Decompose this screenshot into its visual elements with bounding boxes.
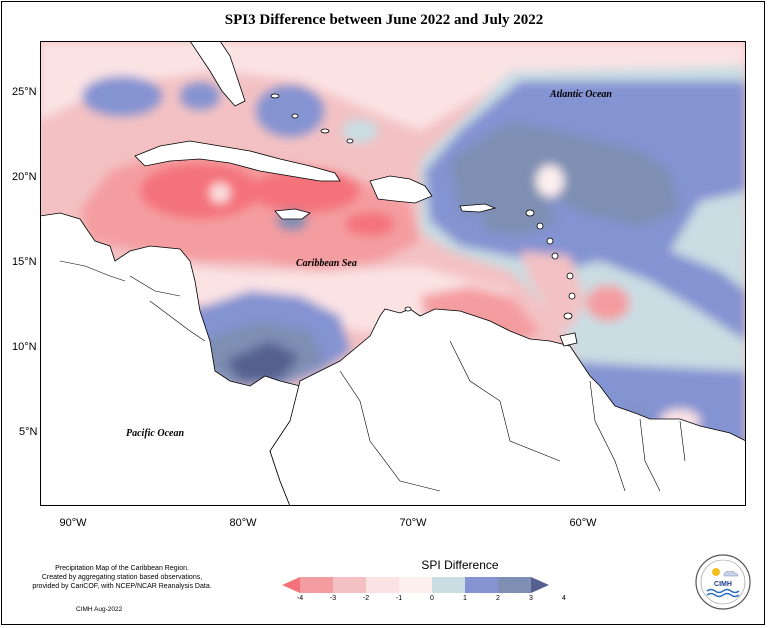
legend-tick-label: 4 <box>562 595 566 602</box>
label-caribbean-sea: Caribbean Sea <box>296 258 357 269</box>
legend-swatch <box>399 577 432 593</box>
legend-swatch <box>300 577 333 593</box>
spi-difference-map <box>40 41 746 506</box>
lat-tick-15n: 15°N <box>12 256 37 268</box>
legend-colorbar <box>282 577 549 593</box>
lat-tick-10n: 10°N <box>12 341 37 353</box>
land-masses <box>40 41 746 506</box>
legend-tick-label: 0 <box>430 595 434 602</box>
legend-swatch <box>465 577 498 593</box>
footer-note: Precipitation Map of the Caribbean Regio… <box>12 564 232 591</box>
legend-arrow-low <box>282 577 300 593</box>
map-panel <box>40 41 746 506</box>
legend-tick-label: -4 <box>296 595 304 602</box>
legend-tick-label: 1 <box>463 595 467 602</box>
legend-tick-label: -3 <box>329 595 337 602</box>
lat-tick-20n: 20°N <box>12 171 37 183</box>
logo-lettering: CIMH <box>714 581 732 588</box>
footer-note-line-3: provided by CariCOF, with NCEP/NCAR Rean… <box>32 583 212 590</box>
legend-tick-label: -1 <box>395 595 403 602</box>
legend-title: SPI Difference <box>421 558 499 572</box>
footer-note-line-1: Precipitation Map of the Caribbean Regio… <box>55 565 189 572</box>
lon-tick-90w: 90°W <box>59 517 87 529</box>
legend-swatch <box>498 577 531 593</box>
lon-tick-70w: 70°W <box>399 517 427 529</box>
legend-swatch <box>366 577 399 593</box>
map-title: SPI3 Difference between June 2022 and Ju… <box>224 12 544 28</box>
map-border <box>40 41 746 506</box>
lon-tick-60w: 60°W <box>569 517 597 529</box>
legend-arrow-high <box>531 577 549 593</box>
legend-tick-label: 3 <box>529 595 533 602</box>
legend-swatch <box>432 577 465 593</box>
legend-swatch <box>333 577 366 593</box>
label-pacific-ocean: Pacific Ocean <box>126 428 185 439</box>
cimh-logo: CIMH <box>695 554 751 610</box>
lon-tick-80w: 80°W <box>229 517 257 529</box>
footer-note-line-2: Created by aggregating station based obs… <box>41 574 203 581</box>
lat-tick-25n: 25°N <box>12 86 37 98</box>
legend-tick-label: 2 <box>496 595 500 602</box>
legend-tick-label: -2 <box>362 595 370 602</box>
country-borders <box>59 260 686 492</box>
spi-field-contours <box>40 41 746 506</box>
lat-tick-5n: 5°N <box>19 426 38 438</box>
label-atlantic-ocean: Atlantic Ocean <box>550 89 612 100</box>
footer-credit: CIMH Aug-2022 <box>76 606 123 613</box>
